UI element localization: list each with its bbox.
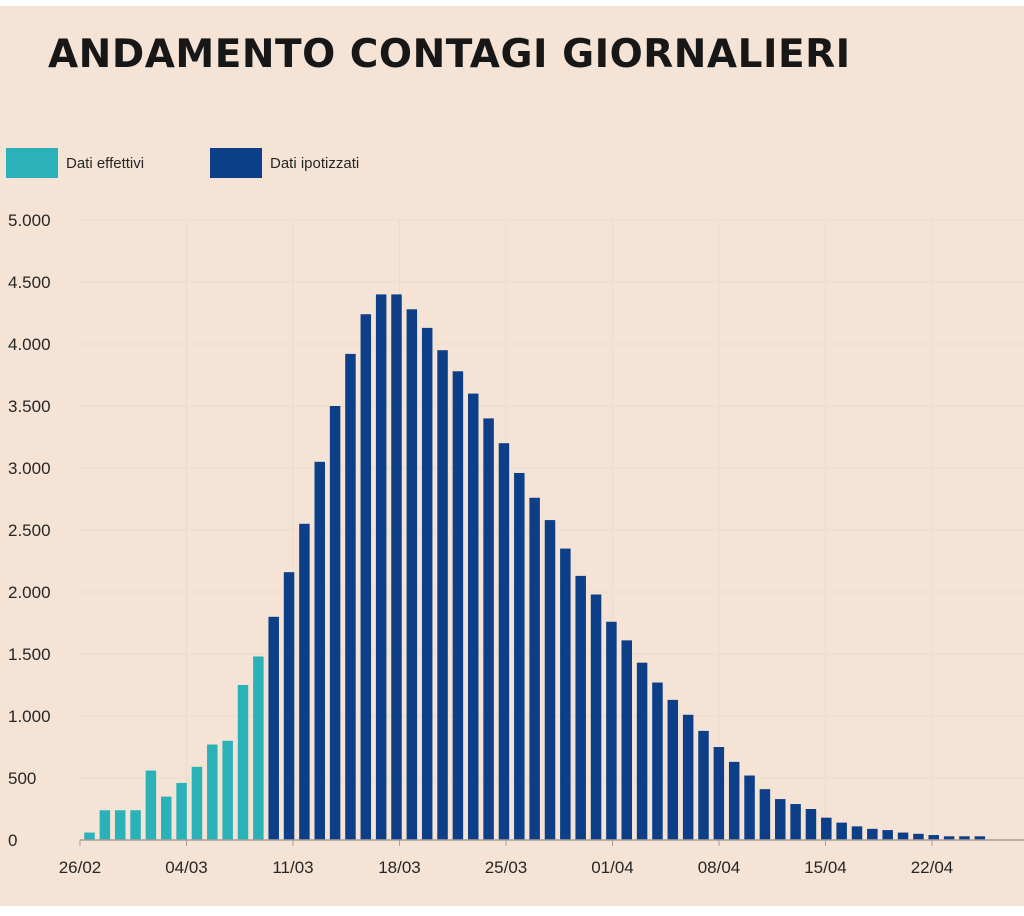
bar-projected bbox=[713, 747, 725, 840]
bar-projected bbox=[606, 621, 617, 840]
x-tick-label: 25/03 bbox=[485, 858, 528, 877]
bar-projected bbox=[575, 575, 586, 840]
bar-projected bbox=[744, 775, 755, 840]
x-tick-label: 04/03 bbox=[165, 858, 208, 877]
bar-projected bbox=[821, 817, 832, 840]
bar-projected bbox=[728, 761, 740, 840]
bar-actual bbox=[207, 744, 218, 840]
bar-projected bbox=[514, 472, 525, 840]
bar-projected bbox=[913, 833, 924, 840]
bar-projected bbox=[590, 594, 602, 840]
y-tick-label: 5.000 bbox=[8, 211, 51, 230]
bar-actual bbox=[191, 766, 203, 840]
x-tick-label: 18/03 bbox=[378, 858, 421, 877]
bar-projected bbox=[851, 826, 863, 840]
bar-actual bbox=[176, 782, 187, 840]
bar-projected bbox=[391, 294, 402, 840]
bar-projected bbox=[652, 682, 663, 840]
x-tick-label: 15/04 bbox=[804, 858, 847, 877]
bar-actual bbox=[161, 796, 172, 840]
bar-projected bbox=[682, 714, 694, 840]
bar-projected bbox=[928, 835, 939, 840]
legend-swatch-projected bbox=[210, 148, 262, 178]
bar-projected bbox=[483, 418, 494, 840]
y-tick-label: 500 bbox=[8, 769, 36, 788]
bar-projected bbox=[345, 353, 356, 840]
chart-frame: ANDAMENTO CONTAGI GIORNALIERI Dati effet… bbox=[0, 6, 1024, 906]
bar-projected bbox=[544, 520, 556, 840]
bar-projected bbox=[805, 809, 817, 840]
bar-actual bbox=[222, 740, 233, 840]
y-tick-label: 2.000 bbox=[8, 583, 51, 602]
bar-projected bbox=[421, 327, 433, 840]
bar-projected bbox=[943, 836, 955, 840]
legend-item-actual: Dati effettivi bbox=[6, 147, 144, 179]
chart-title: ANDAMENTO CONTAGI GIORNALIERI bbox=[48, 32, 851, 77]
bar-projected bbox=[790, 804, 801, 840]
bar-projected bbox=[529, 497, 540, 840]
bar-projected bbox=[437, 350, 448, 840]
bar-projected bbox=[897, 832, 909, 840]
bar-actual bbox=[253, 656, 264, 840]
bar-projected bbox=[698, 730, 709, 840]
bar-actual bbox=[114, 810, 126, 840]
x-tick-label: 22/04 bbox=[911, 858, 954, 877]
bar-projected bbox=[283, 572, 295, 840]
bar-actual bbox=[99, 810, 111, 840]
bar-projected bbox=[406, 309, 418, 840]
y-tick-label: 3.500 bbox=[8, 397, 51, 416]
bar-projected bbox=[452, 371, 464, 840]
y-tick-label: 1.500 bbox=[8, 645, 51, 664]
bar-actual bbox=[237, 685, 249, 840]
bar-projected bbox=[498, 443, 510, 840]
y-tick-label: 0 bbox=[8, 831, 17, 850]
x-tick-label: 01/04 bbox=[591, 858, 634, 877]
bar-projected bbox=[560, 548, 571, 840]
bar-projected bbox=[621, 640, 632, 840]
y-tick-label: 1.000 bbox=[8, 707, 51, 726]
y-tick-label: 2.500 bbox=[8, 521, 51, 540]
bar-actual bbox=[130, 810, 141, 840]
y-tick-label: 4.500 bbox=[8, 273, 51, 292]
x-tick-label: 26/02 bbox=[59, 858, 102, 877]
legend-label-projected: Dati ipotizzati bbox=[270, 154, 360, 172]
bar-projected bbox=[667, 699, 679, 840]
tick-labels: 0 500 1.000 1.500 2.000 2.500 3.000 3.500 4.000 4… bbox=[8, 211, 954, 877]
bar-projected bbox=[636, 662, 648, 840]
x-tick-label: 08/04 bbox=[698, 858, 741, 877]
bar-projected bbox=[775, 799, 786, 840]
bar-projected bbox=[268, 616, 279, 840]
y-tick-label: 3.000 bbox=[8, 459, 51, 478]
legend-label-actual: Dati effettivi bbox=[66, 154, 145, 172]
bar-actual bbox=[84, 832, 95, 840]
bar-projected bbox=[867, 828, 878, 840]
bar-projected bbox=[759, 789, 771, 840]
legend-swatch-actual bbox=[6, 148, 58, 178]
bar-projected bbox=[959, 836, 970, 840]
bar-projected bbox=[836, 822, 847, 840]
bar-projected bbox=[299, 523, 310, 840]
bar-projected bbox=[360, 314, 372, 840]
bar-projected bbox=[974, 836, 986, 840]
bar-projected bbox=[329, 406, 341, 840]
axes bbox=[79, 839, 1024, 846]
legend-item-projected: Dati ipotizzati bbox=[210, 147, 359, 179]
bar-projected bbox=[882, 830, 893, 840]
bar-actual bbox=[145, 770, 157, 840]
bar-projected bbox=[468, 393, 479, 840]
y-tick-label: 4.000 bbox=[8, 335, 51, 354]
bars bbox=[84, 294, 986, 840]
x-tick-label: 11/03 bbox=[272, 858, 313, 877]
bar-projected bbox=[375, 294, 387, 840]
bar-projected bbox=[314, 461, 325, 840]
